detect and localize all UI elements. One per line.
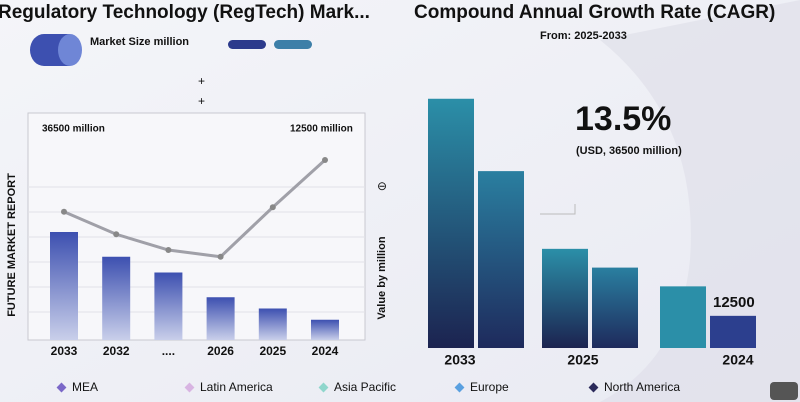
legend-swatch	[184, 382, 195, 393]
decor-pill	[274, 40, 312, 49]
decor-lines	[28, 186, 365, 313]
line-point	[322, 157, 328, 163]
x-tick-label: 2026	[207, 344, 234, 358]
line-point	[217, 253, 224, 260]
y-axis-label: FUTURE MARKET REPORT	[6, 173, 18, 317]
legend-swatch	[454, 382, 465, 393]
annotation: 36500 million	[42, 124, 105, 135]
legend-label: Europe	[470, 380, 509, 394]
x-tick-label: 2033	[51, 344, 78, 358]
x-tick-label: 2024	[312, 344, 339, 358]
line-point	[113, 231, 120, 238]
legend-swatch	[318, 382, 329, 393]
chart-title: Regulatory Technology (RegTech) Mark...	[0, 2, 370, 23]
decor: +	[198, 74, 205, 88]
legend-label: North America	[604, 380, 680, 394]
x-tick-label: 2024	[722, 352, 753, 368]
bar	[542, 248, 588, 348]
decor: +	[198, 94, 205, 108]
annotation: 13.5%	[575, 100, 671, 138]
x-tick-label: 2025	[259, 344, 286, 358]
x-tick-label: 2032	[103, 344, 130, 358]
y-axis-label: Value by million	[376, 236, 388, 319]
legend-swatch	[588, 382, 599, 393]
legend-label: Latin America	[200, 380, 273, 394]
bar	[428, 98, 474, 348]
line-point	[165, 247, 172, 253]
annotation: (USD, 36500 million)	[576, 145, 682, 157]
chart-title: Compound Annual Growth Rate (CAGR)	[414, 2, 775, 23]
bar	[206, 297, 235, 340]
decor-pill	[228, 40, 266, 49]
annotation: 12500	[713, 294, 755, 311]
legend-label: Market Size million	[90, 36, 189, 48]
x-tick-label: 2025	[567, 352, 598, 368]
legend-label: Asia Pacific	[334, 380, 396, 394]
bar	[710, 315, 756, 348]
decor: ⊖	[377, 179, 387, 193]
bar	[478, 171, 524, 348]
bar	[311, 319, 339, 340]
bar	[660, 286, 706, 348]
line	[63, 158, 327, 259]
decor	[540, 204, 576, 215]
bar	[258, 308, 287, 340]
bar	[154, 272, 183, 340]
x-tick-label: ....	[162, 344, 175, 358]
bar	[50, 232, 78, 340]
chart-subtitle: From: 2025-2033	[540, 30, 627, 42]
x-tick-label: 2033	[444, 352, 475, 368]
line-point	[61, 208, 67, 215]
bar	[592, 267, 638, 348]
background-shape	[600, 0, 800, 402]
corner-icon	[770, 382, 798, 400]
annotation: 12500 million	[290, 124, 353, 135]
bar	[102, 256, 131, 340]
plot-panel	[27, 112, 366, 341]
legend-icon	[58, 34, 82, 66]
legend-label: MEA	[72, 380, 98, 394]
line-point	[269, 204, 276, 211]
